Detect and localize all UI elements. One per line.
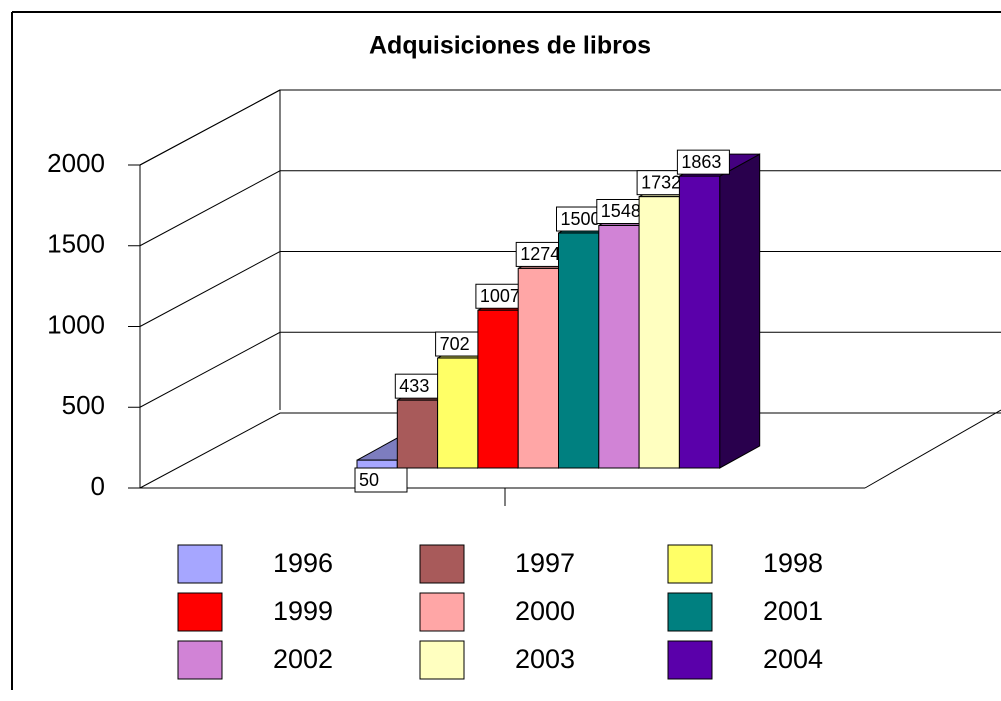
legend-label: 2003 [515, 644, 575, 674]
value-label: 1500 [561, 209, 601, 229]
value-label-box [354, 467, 408, 493]
legend-swatch [667, 592, 713, 632]
grid-line [139, 89, 1001, 166]
y-tick-label: 0 [91, 471, 105, 501]
bar [678, 175, 721, 469]
value-label: 1863 [681, 152, 721, 172]
legend-swatch [177, 592, 223, 632]
legend-label: 1999 [273, 596, 333, 626]
bar [396, 399, 439, 469]
value-label: 1007 [480, 286, 520, 306]
legend-label: 2004 [763, 644, 823, 674]
legend-swatch [667, 544, 713, 584]
bar [598, 224, 640, 469]
chart-title: Adquisiciones de libros [369, 32, 651, 60]
value-label: 1274 [520, 244, 560, 264]
legend-swatch [419, 544, 465, 584]
legend-swatch [667, 640, 713, 680]
y-tick-label: 1000 [47, 309, 105, 339]
y-tick-label: 500 [62, 390, 105, 420]
bar [356, 459, 398, 469]
legend-label: 1997 [515, 548, 575, 578]
value-label: 50 [359, 470, 379, 490]
value-label: 433 [399, 376, 429, 396]
legend-swatch [419, 592, 465, 632]
legend-swatch [419, 640, 465, 680]
y-tick-label: 2000 [47, 148, 105, 178]
bar [477, 309, 519, 469]
legend-label: 2002 [273, 644, 333, 674]
y-tick-label: 1500 [47, 229, 105, 259]
value-label: 1732 [641, 172, 681, 192]
bar-side [719, 153, 761, 469]
value-label: 1548 [601, 201, 641, 221]
value-label: 702 [440, 334, 470, 354]
legend-label: 2000 [515, 596, 575, 626]
grid-line [139, 331, 1001, 408]
floor-edge [864, 409, 1001, 489]
value-label-box [676, 149, 730, 175]
grid-line [139, 170, 1001, 247]
bar [437, 357, 479, 469]
grid-line [139, 251, 1001, 327]
legend-label: 1996 [273, 548, 333, 578]
grid-line [139, 412, 1001, 489]
bar [558, 232, 600, 469]
bar [638, 196, 680, 469]
legend-label: 1998 [763, 548, 823, 578]
legend-swatch [177, 640, 223, 680]
bar [517, 267, 560, 469]
legend-label: 2001 [763, 596, 823, 626]
legend-swatch [177, 544, 223, 584]
